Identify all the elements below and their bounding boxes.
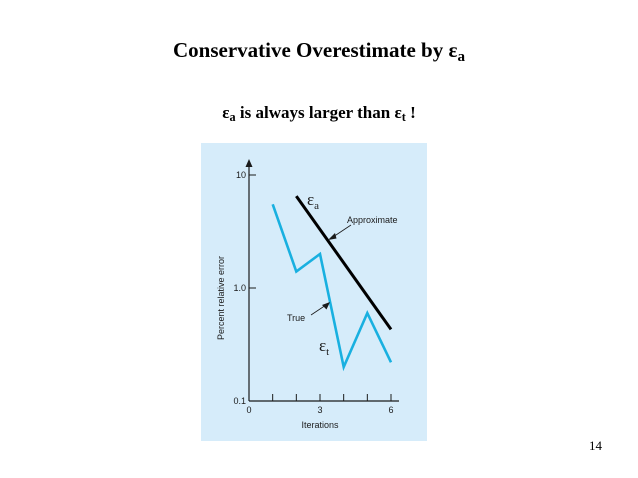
title-epsilon-symbol: ε xyxy=(448,38,458,62)
epsilon-a-annotation: εa xyxy=(307,190,319,212)
subtitle-epsilon-a: ε xyxy=(222,103,230,122)
page-number: 14 xyxy=(589,438,602,453)
true-label: True xyxy=(287,313,305,323)
epsilon-a-symbol: ε xyxy=(307,190,314,209)
x-tick-label: 6 xyxy=(388,405,393,415)
x-axis-label: Iterations xyxy=(301,420,339,430)
y-axis-arrowhead xyxy=(245,159,253,167)
title-text: Conservative Overestimate by xyxy=(172,38,449,62)
approximate-leader-arrowhead xyxy=(328,233,337,240)
approximate-label: Approximate xyxy=(347,215,398,225)
series-approximate-line xyxy=(295,195,393,331)
y-axis-label: Percent relative error xyxy=(216,256,226,340)
x-tick-label: 3 xyxy=(317,405,322,415)
subtitle-epsilon-t-subscript: t xyxy=(401,110,406,125)
epsilon-t-subscript: t xyxy=(326,346,329,358)
ticks-layer: 0 3 6 0.1 1.0 10 xyxy=(233,170,393,415)
slide-title: Conservative Overestimate by εa xyxy=(0,38,638,66)
title-epsilon-subscript: a xyxy=(457,48,465,65)
annotation-layer: Percent relative error Iterations Approx… xyxy=(216,190,398,430)
y-tick-label: 1.0 xyxy=(233,283,246,293)
chart-svg: 0 3 6 0.1 1.0 10 Percent relative error Itera… xyxy=(216,159,399,430)
true-leader-arrowhead xyxy=(322,302,330,310)
y-tick-label: 10 xyxy=(236,170,246,180)
y-tick-label: 0.1 xyxy=(233,396,246,406)
epsilon-t-annotation: εt xyxy=(319,336,329,358)
x-tick-label: 0 xyxy=(246,405,251,415)
series-layer xyxy=(271,195,393,372)
axes-layer xyxy=(245,159,399,402)
slide-subtitle: εa is always larger than εt ! xyxy=(0,103,638,125)
epsilon-t-symbol: ε xyxy=(319,336,326,355)
subtitle-epsilon-t: ε xyxy=(394,103,402,122)
epsilon-a-subscript: a xyxy=(314,200,319,212)
subtitle-epsilon-a-subscript: a xyxy=(229,110,236,125)
subtitle-middle-text: is always larger than xyxy=(235,103,395,122)
true-leader-line xyxy=(310,304,327,316)
series-true-line xyxy=(271,203,393,372)
approximate-leader-line xyxy=(332,224,352,238)
subtitle-end-text: ! xyxy=(405,103,416,122)
chart-figure: 0 3 6 0.1 1.0 10 Percent relative error Itera… xyxy=(201,143,427,441)
